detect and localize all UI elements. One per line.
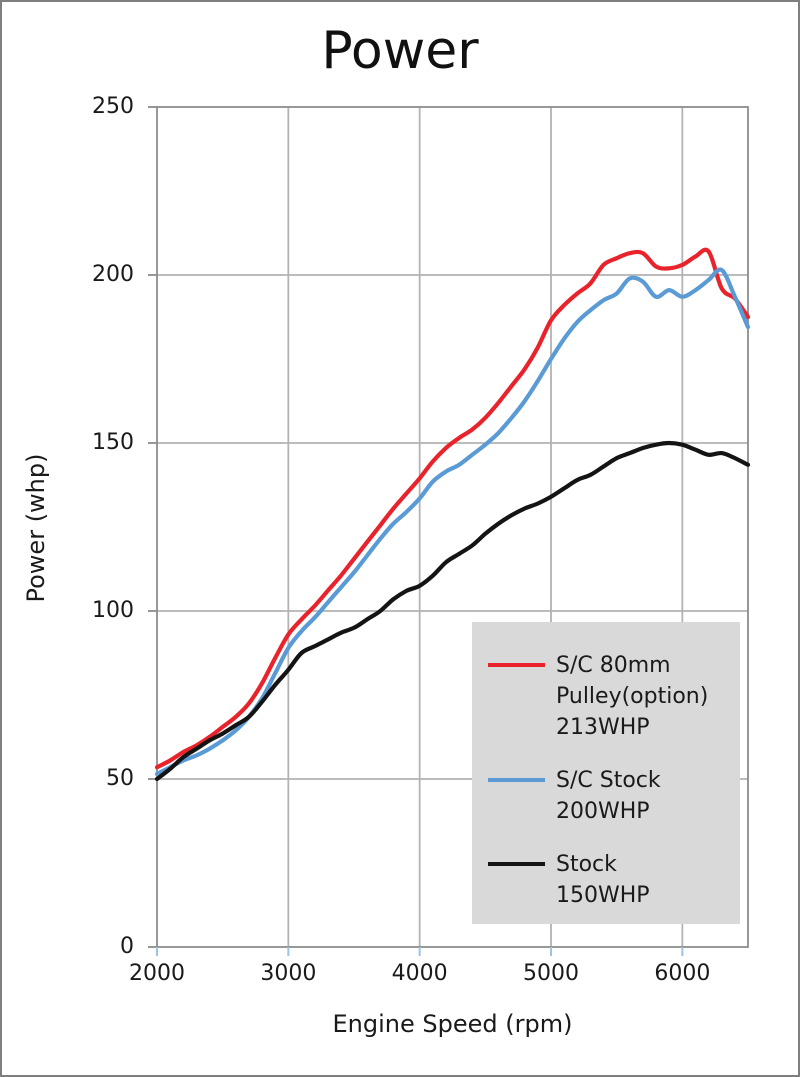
- legend-swatch: [488, 862, 545, 866]
- legend-label-line: S/C Stock: [556, 768, 661, 793]
- y-tick-label: 50: [106, 766, 134, 791]
- legend-label-line: Pulley(option): [556, 684, 709, 709]
- y-tick-label: 150: [92, 430, 134, 455]
- x-axis-label: Engine Speed (rpm): [332, 1010, 573, 1038]
- x-tick-label: 5000: [523, 961, 579, 986]
- y-tick-label: 250: [92, 94, 134, 119]
- y-tick-label: 0: [120, 934, 134, 959]
- legend-label-line: Stock: [556, 852, 617, 877]
- x-tick-label: 4000: [391, 961, 448, 986]
- series-line-s-c-80mm-pulley-option-213whp: [154, 247, 751, 770]
- legend-label-line: 213WHP: [556, 715, 650, 740]
- legend-item-s-c-80mm-pulley-option-213whp: S/C 80mm Pulley(option) 213WHP: [488, 650, 734, 743]
- legend-label: S/C Stock 200WHP: [556, 765, 661, 827]
- legend-label: Stock 150WHP: [556, 849, 650, 911]
- plot-border: [156, 106, 749, 948]
- legend-label-line: 150WHP: [556, 883, 650, 908]
- legend-label-line: 200WHP: [556, 799, 650, 824]
- legend-label: S/C 80mm Pulley(option) 213WHP: [556, 650, 708, 743]
- legend-item-stock-150whp: Stock 150WHP: [488, 849, 734, 911]
- y-tick-label: 200: [92, 262, 134, 287]
- x-tick-label: 6000: [654, 961, 711, 986]
- x-tick-label: 3000: [260, 961, 317, 986]
- legend-swatch: [488, 778, 545, 782]
- y-tick-label: 100: [92, 598, 134, 623]
- legend-label-line: S/C 80mm: [556, 653, 671, 678]
- x-tick-label: 2000: [129, 961, 185, 986]
- legend: S/C 80mm Pulley(option) 213WHP S/C Stock 200…: [472, 622, 740, 924]
- legend-item-s-c-stock-200whp: S/C Stock 200WHP: [488, 765, 734, 827]
- series-line-stock-150whp: [154, 440, 751, 782]
- legend-swatch: [488, 663, 545, 667]
- chart-title: Power: [321, 21, 479, 81]
